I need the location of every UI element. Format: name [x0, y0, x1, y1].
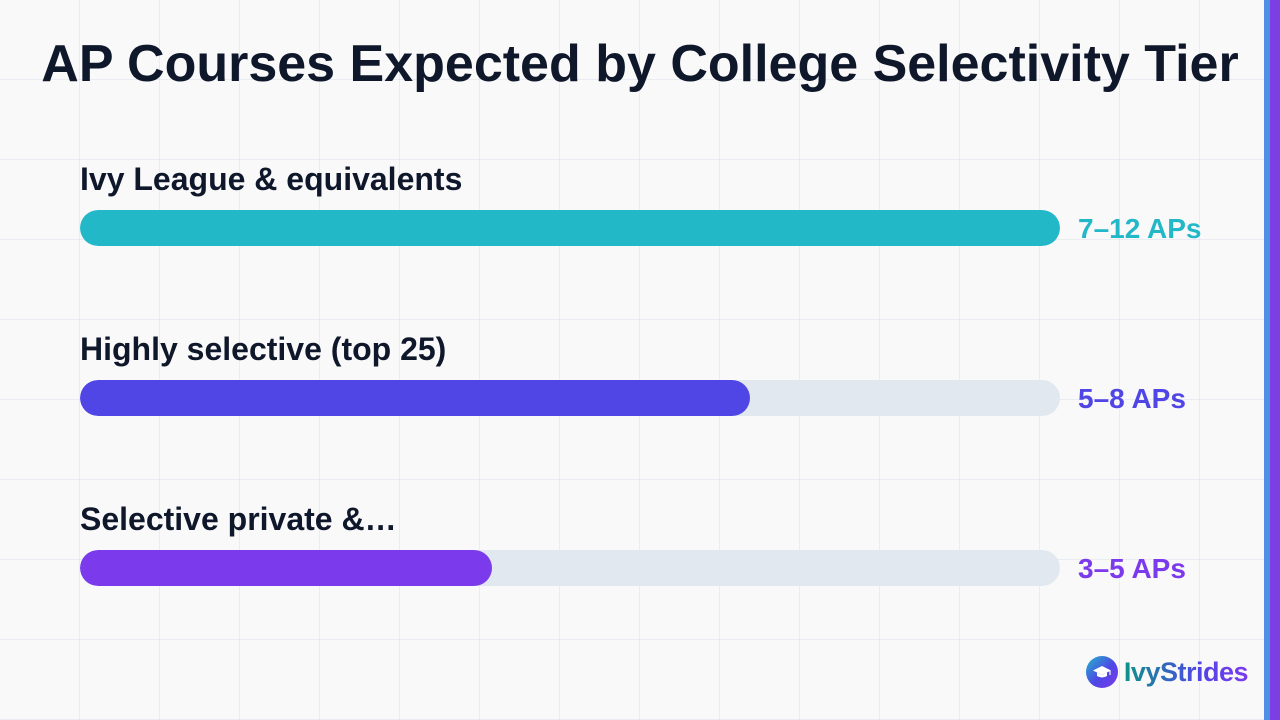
brand-name: IvyStrides — [1123, 657, 1249, 687]
bar-row: Ivy League & equivalents 7–12 APs — [80, 160, 1240, 260]
data-label: 5–8 APs — [1078, 383, 1186, 414]
category-label: Highly selective (top 25) — [80, 331, 447, 367]
bar-row: Selective private &… 3–5 APs — [80, 500, 1240, 600]
bar — [80, 550, 492, 586]
accent-stripe — [1264, 0, 1280, 720]
category-label: Selective private &… — [80, 501, 397, 537]
bar-track — [80, 210, 1060, 246]
bar-track — [80, 550, 1060, 586]
graduation-cap-icon — [1085, 656, 1118, 688]
data-label: 7–12 APs — [1078, 213, 1202, 244]
category-label: Ivy League & equivalents — [80, 161, 463, 197]
bar — [80, 380, 750, 416]
data-label: 3–5 APs — [1078, 553, 1186, 584]
bar-track — [80, 380, 1060, 416]
bar — [80, 210, 1060, 246]
bar-row: Highly selective (top 25) 5–8 APs — [80, 330, 1240, 430]
brand-logo: IvyStrides — [1085, 656, 1249, 688]
chart-title: AP Courses Expected by College Selectivi… — [41, 35, 1239, 93]
